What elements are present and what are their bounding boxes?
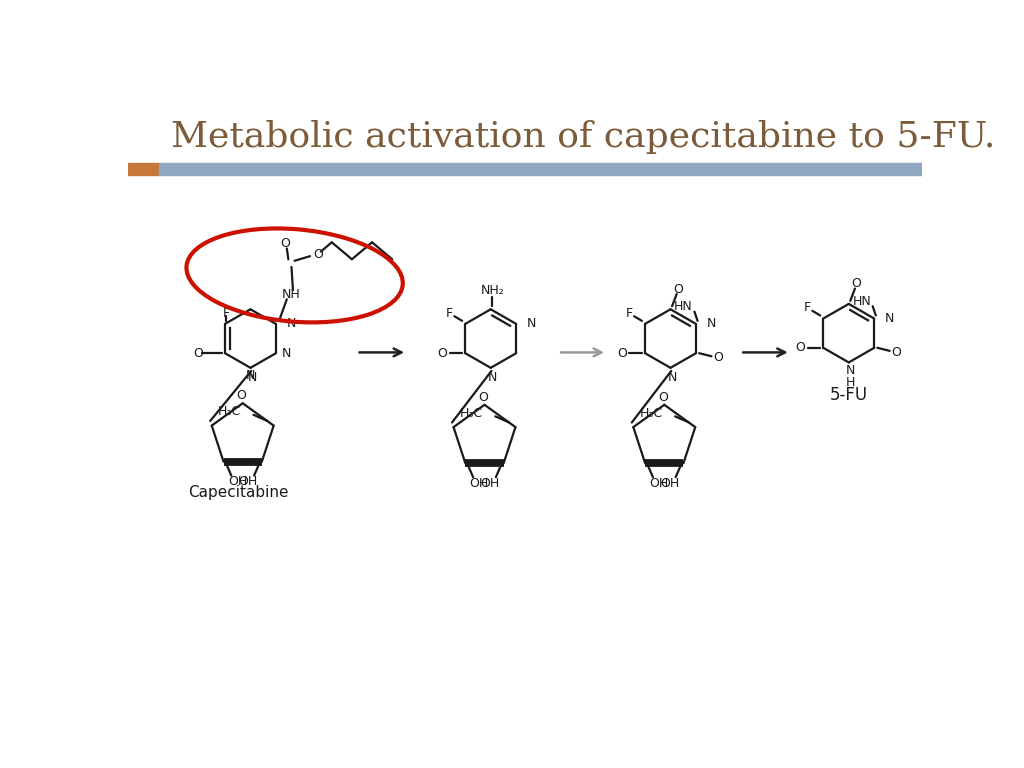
Text: F: F: [223, 306, 230, 319]
Text: NH: NH: [283, 288, 301, 301]
Text: O: O: [281, 237, 290, 250]
Text: Capecitabine: Capecitabine: [188, 485, 289, 500]
Text: O: O: [891, 346, 901, 359]
Text: HN: HN: [674, 300, 693, 313]
Text: H₃C: H₃C: [460, 407, 483, 420]
Text: N: N: [287, 317, 296, 330]
Text: OH: OH: [228, 475, 247, 488]
Text: O: O: [313, 248, 323, 261]
Text: H₃C: H₃C: [640, 407, 663, 420]
Text: O: O: [795, 341, 805, 354]
Text: HN: HN: [852, 295, 871, 308]
Bar: [159, 163, 922, 175]
Text: OH: OH: [470, 477, 488, 490]
Bar: [128, 163, 159, 175]
Text: OH: OH: [239, 475, 257, 488]
Text: N: N: [668, 371, 677, 383]
Text: OH: OH: [480, 477, 500, 490]
Text: NH₂: NH₂: [480, 284, 504, 297]
Text: O: O: [478, 391, 487, 403]
Text: OH: OH: [649, 477, 669, 490]
Text: O: O: [657, 391, 668, 403]
Text: H₃C: H₃C: [218, 406, 241, 419]
Text: OH: OH: [659, 477, 679, 490]
Text: 5-FU: 5-FU: [829, 386, 867, 404]
Text: N: N: [246, 369, 255, 382]
Text: N: N: [707, 317, 716, 330]
Text: O: O: [194, 346, 204, 359]
Text: F: F: [626, 306, 633, 319]
Text: H: H: [846, 376, 855, 389]
Text: N: N: [885, 312, 895, 325]
Text: N: N: [487, 371, 497, 383]
Text: O: O: [674, 283, 683, 296]
Text: F: F: [446, 306, 454, 319]
Text: N: N: [527, 317, 537, 330]
Text: O: O: [616, 346, 627, 359]
Text: N: N: [248, 371, 257, 383]
Text: N: N: [283, 346, 292, 359]
Text: F: F: [804, 301, 811, 314]
Text: N: N: [846, 364, 855, 377]
Text: O: O: [852, 277, 861, 290]
Text: O: O: [437, 346, 446, 359]
Text: Metabolic activation of capecitabine to 5-FU.: Metabolic activation of capecitabine to …: [171, 120, 995, 154]
Text: O: O: [237, 389, 246, 402]
Text: O: O: [713, 351, 723, 364]
